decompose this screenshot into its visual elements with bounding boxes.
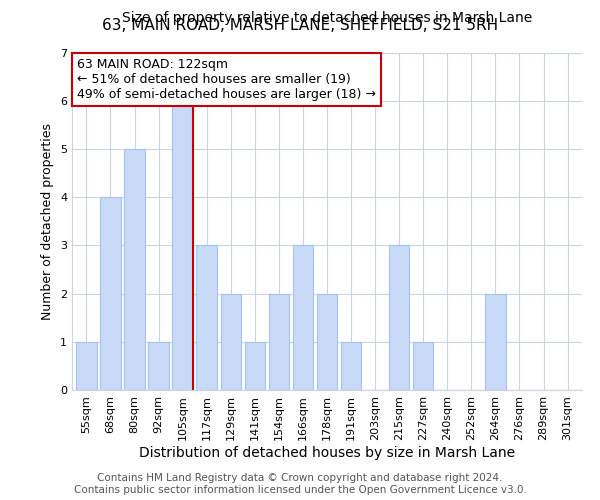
Bar: [76, 342, 97, 390]
X-axis label: Distribution of detached houses by size in Marsh Lane: Distribution of detached houses by size …: [139, 446, 515, 460]
Bar: [317, 294, 337, 390]
Y-axis label: Number of detached properties: Number of detached properties: [41, 122, 55, 320]
Bar: [221, 294, 241, 390]
Text: 63, MAIN ROAD, MARSH LANE, SHEFFIELD, S21 5RH: 63, MAIN ROAD, MARSH LANE, SHEFFIELD, S2…: [102, 18, 498, 32]
Bar: [389, 246, 409, 390]
Bar: [172, 100, 193, 390]
Bar: [293, 246, 313, 390]
Bar: [245, 342, 265, 390]
Bar: [148, 342, 169, 390]
Title: Size of property relative to detached houses in Marsh Lane: Size of property relative to detached ho…: [122, 11, 532, 25]
Text: 63 MAIN ROAD: 122sqm
← 51% of detached houses are smaller (19)
49% of semi-detac: 63 MAIN ROAD: 122sqm ← 51% of detached h…: [77, 58, 376, 100]
Bar: [413, 342, 433, 390]
Bar: [269, 294, 289, 390]
Bar: [341, 342, 361, 390]
Bar: [124, 149, 145, 390]
Bar: [485, 294, 506, 390]
Bar: [196, 246, 217, 390]
Bar: [100, 197, 121, 390]
Text: Contains HM Land Registry data © Crown copyright and database right 2024.
Contai: Contains HM Land Registry data © Crown c…: [74, 474, 526, 495]
